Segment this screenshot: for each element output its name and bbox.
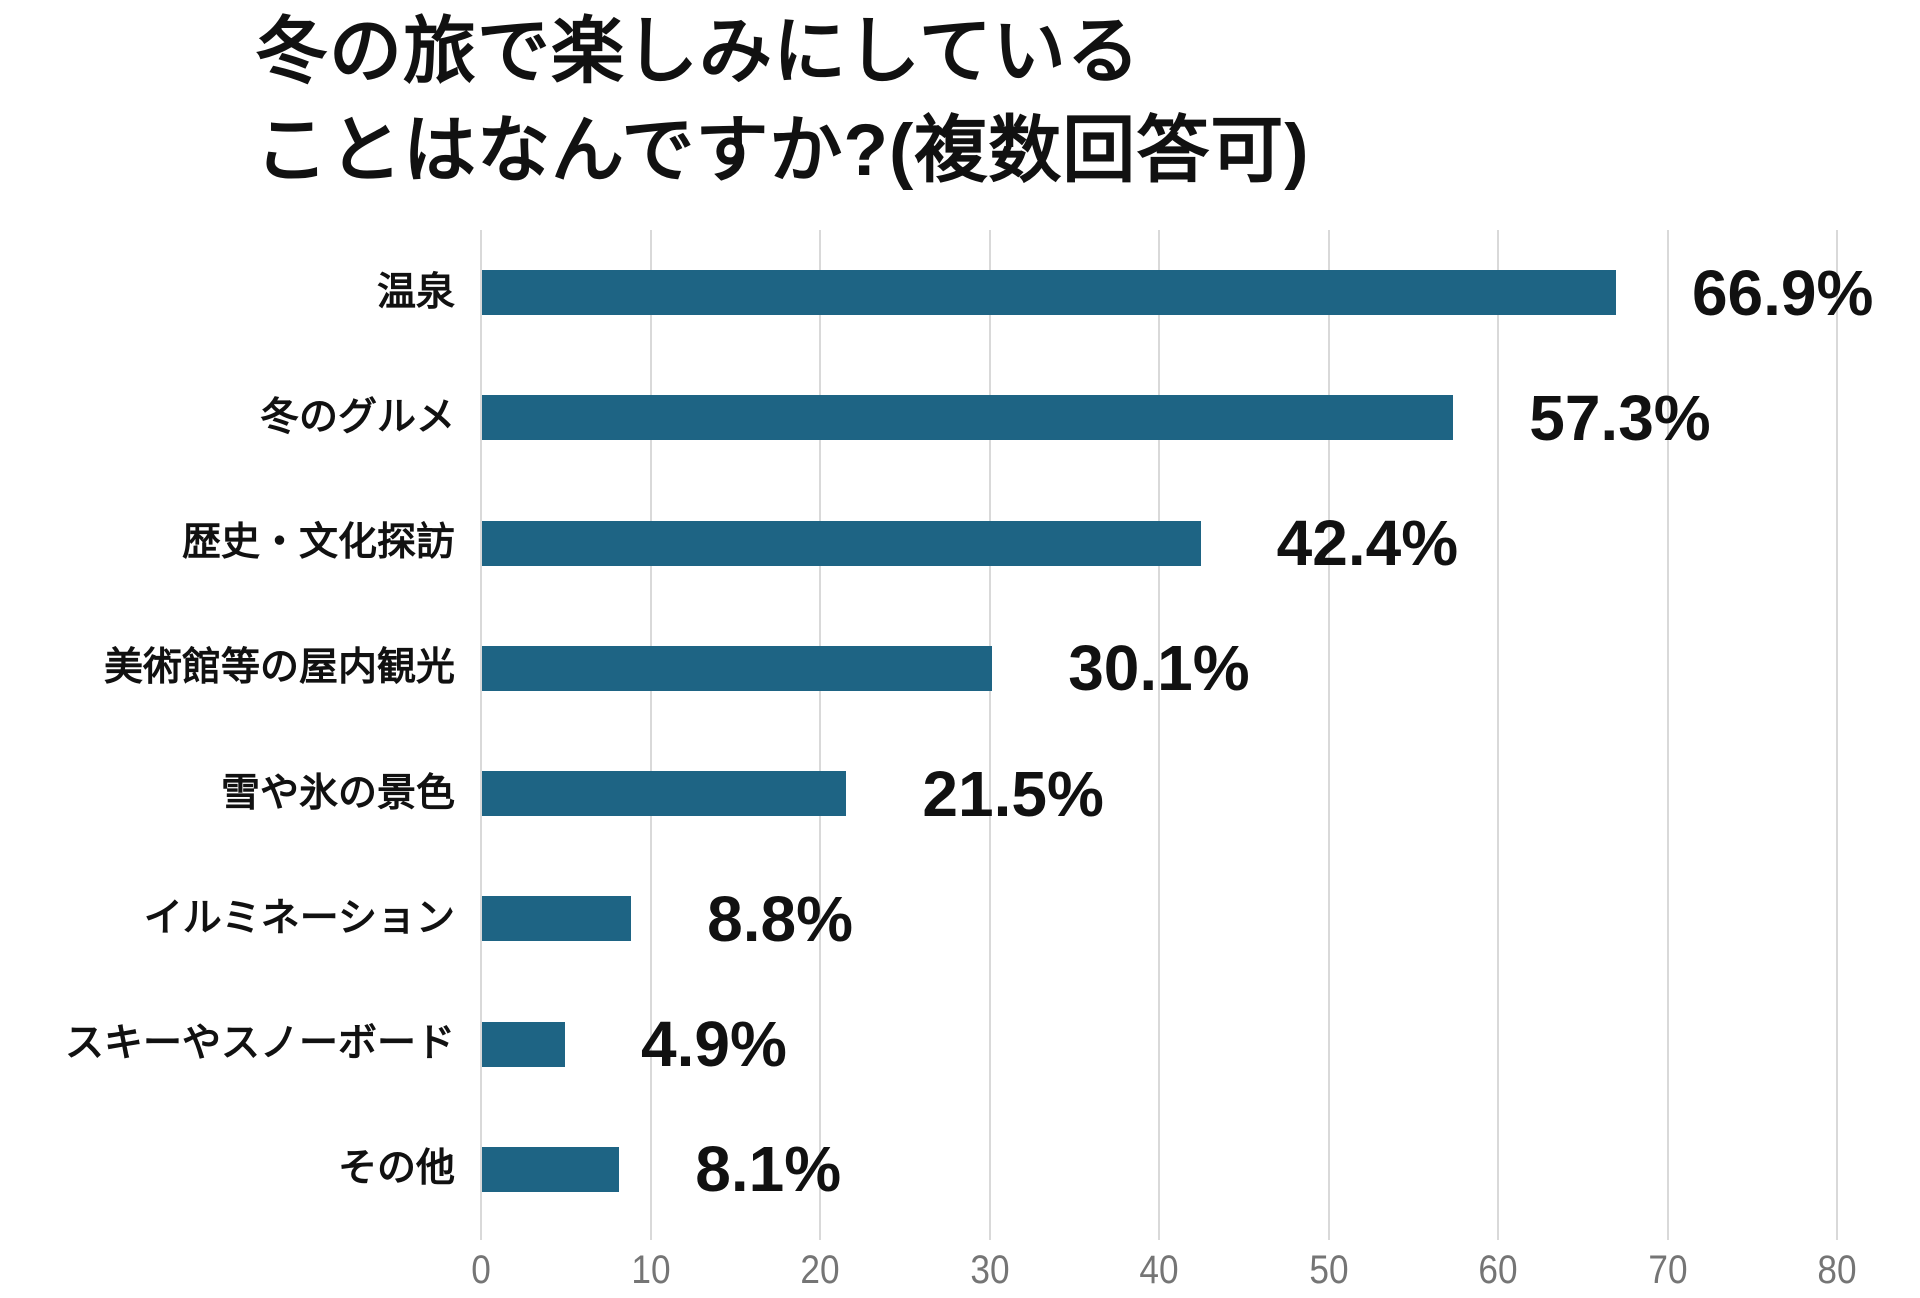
x-tick-label-60: 60 [1478,1248,1518,1292]
value-label: 30.1% [1068,632,1250,705]
bar [482,520,1201,566]
category-label: 雪や氷の景色 [220,771,455,815]
value-label: 57.3% [1529,381,1711,454]
chart-title-line1: 冬の旅で楽しみにしている [255,11,1141,92]
value-label: 8.1% [695,1133,842,1206]
bar [482,395,1454,441]
chart-title: 冬の旅で楽しみにしている ことはなんですか?(複数回答可) [255,2,1310,200]
gridline-x-60 [1497,230,1499,1240]
x-tick-label-40: 40 [1139,1248,1179,1292]
bar [482,1146,620,1192]
category-label: 温泉 [376,270,455,314]
category-label: 歴史・文化探訪 [181,521,455,565]
bar [482,1021,566,1067]
chart-title-line2: ことはなんですか?(複数回答可) [255,110,1310,191]
x-tick-label-70: 70 [1647,1248,1688,1292]
bar [482,270,1616,316]
gridline-x-80 [1836,230,1838,1240]
category-label: スキーやスノーボード [64,1022,455,1066]
gridline-x-70 [1666,230,1669,1240]
value-label: 8.8% [707,882,854,955]
gridline-x-20 [819,230,821,1240]
x-tick-label-20: 20 [800,1248,840,1292]
value-label: 21.5% [922,757,1104,830]
bar [482,896,632,942]
gridline-x-30 [988,230,991,1240]
value-label: 42.4% [1276,507,1459,580]
x-tick-label-10: 10 [630,1248,671,1292]
x-tick-label-50: 50 [1308,1248,1349,1292]
category-label: イルミネーション [143,896,455,940]
gridline-x-50 [1327,230,1330,1240]
value-label: 4.9% [641,1008,787,1081]
value-label: 66.9% [1691,256,1874,329]
bar [482,771,847,817]
gridline-x-0 [480,230,482,1240]
category-label: 冬のグルメ [259,395,455,439]
category-label: 美術館等の屋内観光 [103,646,455,690]
gridline-x-10 [649,230,652,1240]
x-tick-label-0: 0 [471,1248,491,1292]
gridline-x-40 [1158,230,1160,1240]
x-tick-label-30: 30 [969,1248,1010,1292]
bar [482,645,993,691]
x-tick-label-80: 80 [1817,1248,1857,1292]
category-label: その他 [337,1147,455,1191]
